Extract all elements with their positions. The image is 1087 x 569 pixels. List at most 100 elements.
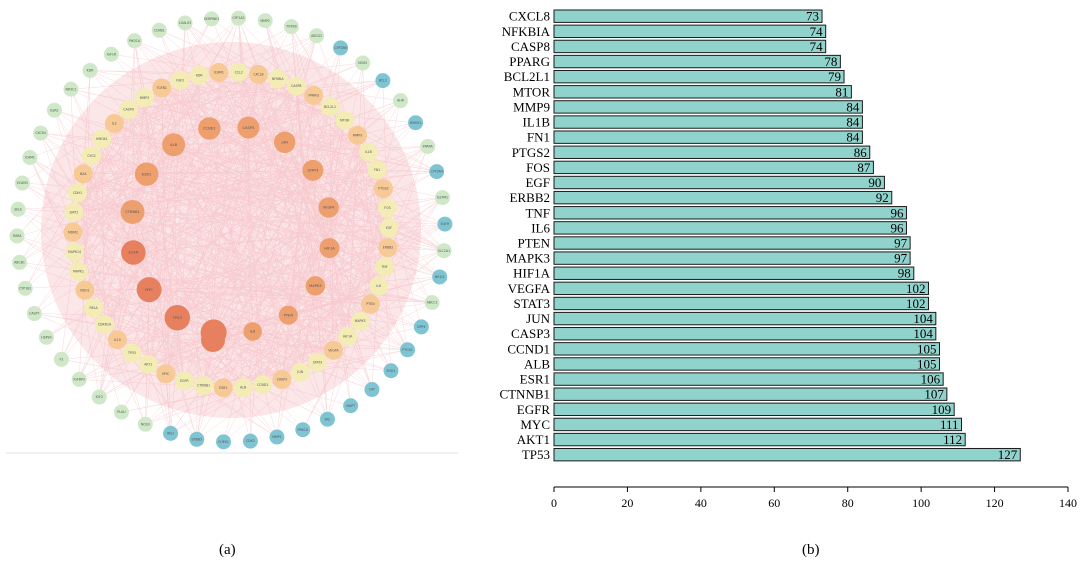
network-node-label: TNF: [380, 265, 387, 269]
bar-egf: [553, 175, 885, 190]
network-node-label: SIRT1: [70, 210, 79, 214]
network-node-cyp3a4: [429, 164, 445, 180]
network-edge: [288, 151, 369, 316]
network-node-il10: [107, 330, 127, 350]
network-edge: [148, 285, 379, 365]
network-edge: [329, 106, 385, 268]
network-node-casp3: [272, 370, 292, 390]
network-node-label: JUN: [296, 370, 303, 374]
network-edge: [133, 47, 341, 253]
network-edge: [277, 78, 389, 248]
bar-value-label: 104: [913, 311, 933, 326]
network-node-label: IL6: [250, 330, 256, 334]
network-edge: [148, 289, 253, 332]
network-edge: [117, 339, 351, 406]
network-edge: [165, 207, 388, 375]
network-edge: [347, 100, 401, 337]
network-edge: [72, 173, 84, 233]
network-edge: [40, 132, 253, 332]
network-edge: [165, 151, 369, 375]
network-node-label: MYC: [145, 288, 153, 292]
network-edge: [74, 72, 220, 253]
network-node-label: MMP9: [353, 133, 362, 137]
network-edge: [101, 35, 317, 140]
network-edge: [184, 22, 259, 75]
network-edge: [74, 251, 150, 290]
network-edge: [262, 247, 389, 385]
network-node-label: PTEN: [366, 302, 375, 306]
network-edge: [133, 252, 253, 332]
network-node-label: MMP3: [140, 96, 149, 100]
network-edge: [149, 289, 433, 303]
network-edge: [359, 276, 440, 322]
network-edge: [72, 170, 313, 233]
network-edge: [357, 135, 379, 287]
network-node-label: CYP3A4: [431, 170, 443, 174]
network-node-dpp4: [413, 319, 429, 335]
network-edge: [83, 74, 259, 175]
network-node-stat3: [302, 159, 324, 181]
network-edge: [262, 207, 329, 385]
bar-mapk3: [553, 251, 911, 265]
network-edge: [78, 80, 181, 272]
network-edge: [101, 138, 329, 208]
network-edge: [284, 142, 361, 322]
network-edge: [146, 173, 348, 337]
network-edge: [132, 40, 135, 212]
network-node-label: BAX: [80, 172, 87, 176]
network-edge: [209, 128, 445, 251]
network-node-casp8: [286, 76, 306, 96]
network-node-vegfa: [323, 340, 343, 360]
network-edge: [146, 18, 239, 175]
network-edge: [74, 173, 147, 253]
network-edge: [258, 74, 314, 96]
network-edge: [70, 89, 79, 272]
network-node-label: PTEN: [284, 313, 294, 317]
network-node-label: PTGS2: [378, 187, 388, 191]
network-edge: [149, 289, 433, 303]
network-edge: [264, 20, 379, 287]
network-edge: [149, 289, 408, 351]
network-edge: [146, 174, 244, 388]
network-node-label: HIF1A: [343, 335, 353, 339]
network-node-fn1: [367, 160, 387, 180]
network-node-nr1i2: [432, 269, 448, 285]
bar-value-label: 98: [898, 266, 911, 281]
network-edge: [146, 173, 316, 287]
network-node-ccnb1: [151, 22, 167, 38]
network-edge: [248, 106, 331, 128]
network-node-label: MDM2: [68, 230, 78, 234]
network-edge: [91, 155, 214, 333]
network-edge: [104, 85, 297, 325]
network-edge: [104, 142, 285, 325]
network-core-node: [201, 328, 225, 352]
bar-esr1: [553, 372, 944, 386]
network-edge: [149, 289, 392, 371]
network-edge: [54, 110, 118, 340]
network-node-label: KDR: [196, 73, 204, 77]
bar-value-label: 109: [932, 402, 952, 417]
bar-il1b: [553, 115, 863, 129]
network-edge: [73, 212, 330, 249]
network-node-myc: [136, 277, 162, 303]
network-edge: [98, 109, 129, 398]
network-node-cyp1b1: [17, 280, 33, 296]
bar-ptgs2: [553, 145, 871, 159]
network-node-label: PLAU: [117, 410, 126, 414]
network-edge: [165, 247, 330, 375]
network-edge: [73, 212, 361, 322]
network-node-casp7: [26, 306, 42, 322]
network-node-label: VEGFA: [323, 206, 335, 210]
bar-value-label: 74: [810, 39, 824, 54]
network-edge: [72, 173, 84, 233]
network-edge: [383, 188, 445, 251]
network-edge: [83, 173, 330, 249]
network-edge: [84, 289, 263, 385]
network-node-esr1: [134, 162, 159, 186]
network-edge: [161, 18, 212, 89]
network-node-mdm2: [63, 222, 83, 242]
network-edge: [223, 207, 329, 388]
bar-category-label: PTGS2: [512, 145, 550, 160]
bar-fos: [553, 160, 874, 175]
network-edge: [288, 250, 445, 316]
